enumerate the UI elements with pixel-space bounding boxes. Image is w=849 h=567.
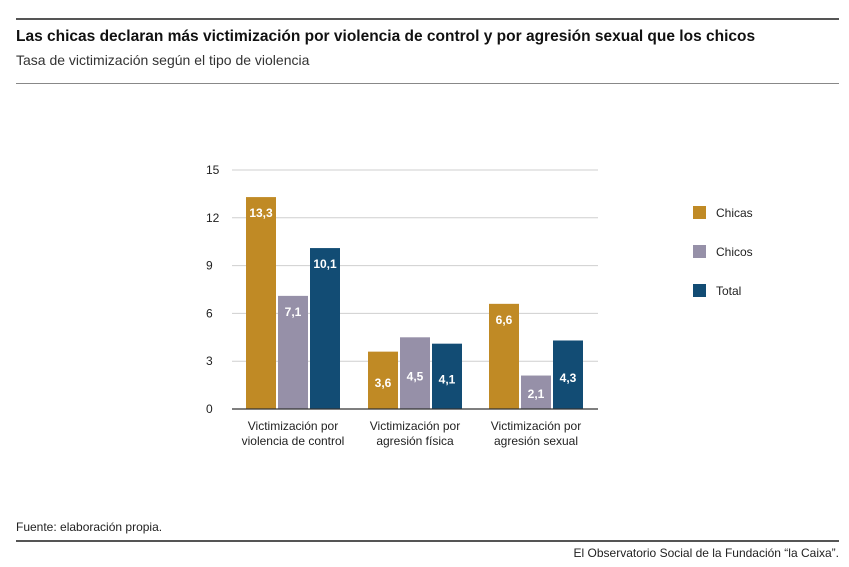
top-rule <box>16 18 839 20</box>
bar-chicos <box>400 337 430 409</box>
legend-swatch-total <box>693 284 706 297</box>
bar-chicos <box>521 375 551 409</box>
data-label: 2,1 <box>528 387 545 401</box>
data-label: 3,6 <box>375 376 392 390</box>
legend-label: Total <box>716 284 741 298</box>
y-tick-label: 0 <box>206 402 213 416</box>
bar-chicas <box>246 197 276 409</box>
bottom-rule <box>16 540 839 542</box>
chart-title: Las chicas declaran más victimización po… <box>16 28 756 45</box>
data-label: 4,3 <box>560 371 577 385</box>
y-tick-label: 6 <box>206 306 213 320</box>
credit-line: El Observatorio Social de la Fundación “… <box>573 546 839 560</box>
data-label: 6,6 <box>496 313 513 327</box>
y-tick-label: 9 <box>206 259 213 273</box>
y-tick-label: 15 <box>206 163 220 177</box>
legend-label: Chicas <box>716 206 753 220</box>
bar-chicos <box>278 295 308 409</box>
x-category-label: violencia de control <box>242 434 345 448</box>
data-label: 13,3 <box>249 206 273 220</box>
data-label: 7,1 <box>285 305 302 319</box>
x-category-label: agresión física <box>376 434 454 448</box>
data-label: 4,1 <box>439 373 456 387</box>
chart-subtitle: Tasa de victimización según el tipo de v… <box>16 52 310 68</box>
y-tick-label: 3 <box>206 354 213 368</box>
x-category-label: Victimización por <box>248 419 338 433</box>
y-tick-label: 12 <box>206 211 220 225</box>
x-category-label: agresión sexual <box>494 434 578 448</box>
data-label: 10,1 <box>313 257 337 271</box>
legend-swatch-chicos <box>693 245 706 258</box>
x-category-label: Victimización por <box>491 419 581 433</box>
bar-chicas <box>489 303 519 409</box>
legend-label: Chicos <box>716 245 753 259</box>
bar-total <box>432 343 462 409</box>
legend-swatch-chicas <box>693 206 706 219</box>
bar-total <box>310 248 340 409</box>
bar-total <box>553 340 583 409</box>
header-divider <box>16 83 839 84</box>
source-note: Fuente: elaboración propia. <box>16 520 163 534</box>
bar-chicas <box>368 351 398 409</box>
x-category-label: Victimización por <box>370 419 460 433</box>
data-label: 4,5 <box>407 370 424 384</box>
